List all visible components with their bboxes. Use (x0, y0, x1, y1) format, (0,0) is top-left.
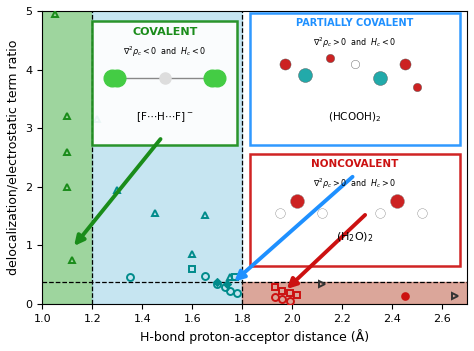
X-axis label: H-bond proton-acceptor distance (Å): H-bond proton-acceptor distance (Å) (140, 329, 369, 344)
Bar (42, 11, 92, 304)
Text: $(\mathrm{H_2O})_2$: $(\mathrm{H_2O})_2$ (336, 231, 374, 244)
Text: COVALENT: COVALENT (132, 27, 198, 37)
Text: NONCOVALENT: NONCOVALENT (311, 159, 398, 169)
Bar (92, 11, 242, 304)
Text: PARTIALLY COVALENT: PARTIALLY COVALENT (296, 18, 413, 28)
FancyBboxPatch shape (250, 154, 460, 266)
Y-axis label: delocalization/electrostatic term ratio: delocalization/electrostatic term ratio (7, 40, 20, 275)
Text: $[\mathrm{F{\cdots}H{\cdots}F}]^-$: $[\mathrm{F{\cdots}H{\cdots}F}]^-$ (136, 111, 193, 124)
Text: $\nabla^2\rho_c > 0$  and  $H_c < 0$: $\nabla^2\rho_c > 0$ and $H_c < 0$ (313, 35, 396, 50)
FancyBboxPatch shape (250, 13, 460, 145)
Text: $\nabla^2\rho_c > 0$  and  $H_c > 0$: $\nabla^2\rho_c > 0$ and $H_c > 0$ (313, 176, 396, 191)
Text: $(\mathrm{HCOOH})_2$: $(\mathrm{HCOOH})_2$ (328, 111, 381, 124)
Bar (242, 282, 467, 304)
Text: $\nabla^2\rho_c < 0$  and  $H_c < 0$: $\nabla^2\rho_c < 0$ and $H_c < 0$ (123, 45, 207, 59)
FancyBboxPatch shape (92, 21, 237, 145)
